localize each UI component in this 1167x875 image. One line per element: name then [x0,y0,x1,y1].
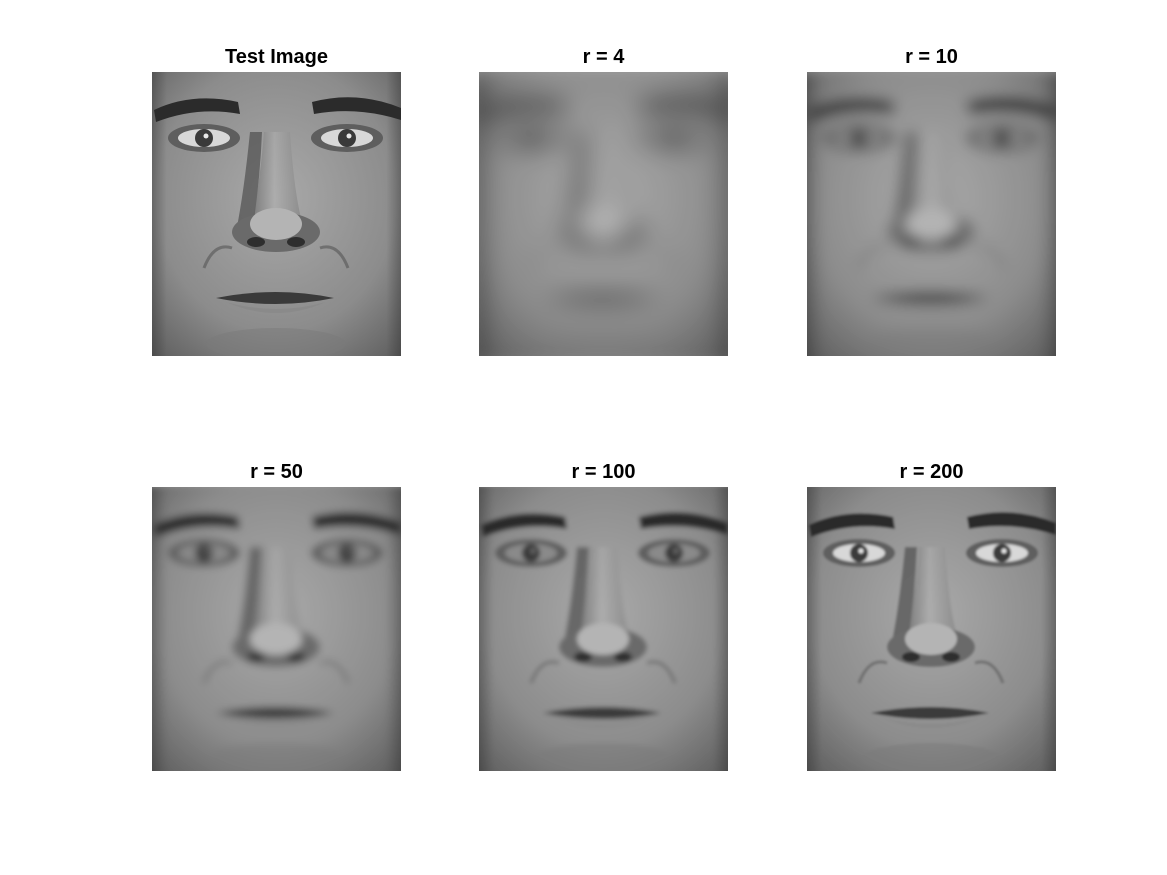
panel-title: r = 200 [899,461,964,483]
panel-title: r = 4 [582,46,625,68]
panel-title: Test Image [225,46,328,68]
panel-title: r = 100 [571,461,636,483]
panel-title: r = 10 [905,46,958,68]
face-image [152,487,401,771]
face-image [807,487,1056,771]
face-image [807,72,1056,356]
panel-title: r = 50 [250,461,303,483]
face-image [479,72,728,356]
face-image [152,72,401,356]
face-image [479,487,728,771]
